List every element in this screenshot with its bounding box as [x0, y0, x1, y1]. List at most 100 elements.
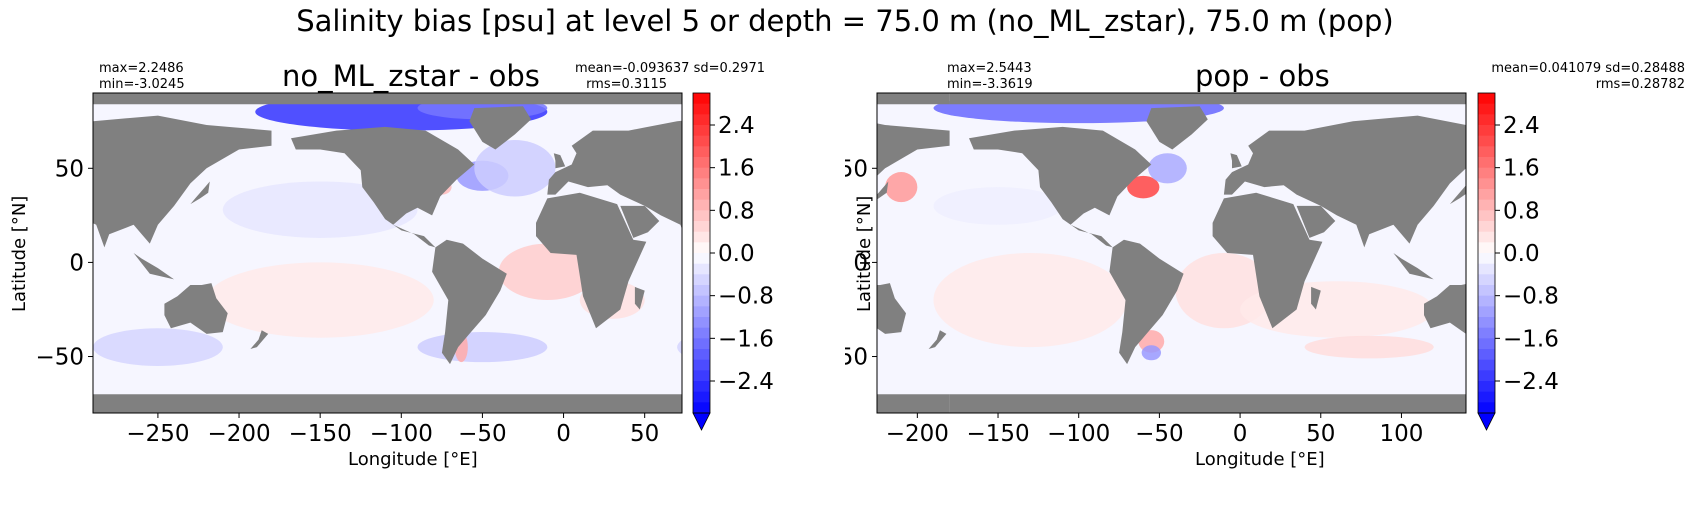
land-madagascar — [1311, 286, 1321, 310]
colorbar: 2.4 1.6 0.8 0.0 −0.8 −1.6 −2.4 — [1477, 92, 1559, 431]
colorbar: 2.4 1.6 0.8 0.0 −0.8 −1.6 −2.4 — [692, 92, 774, 431]
land-antarctica — [949, 394, 1466, 413]
land-madagascar — [634, 286, 645, 310]
land-eurasia — [1223, 115, 1466, 248]
colorbar-tick-label: 1.6 — [718, 156, 755, 182]
colorbar-band — [693, 370, 710, 382]
colorbar-extend-arrow — [1477, 412, 1496, 431]
colorbar-band — [1478, 263, 1495, 275]
colorbar-tick-label: −2.4 — [718, 369, 774, 395]
colorbar-extend-arrow — [692, 412, 711, 431]
panel-title: no_ML_zstar - obs — [282, 59, 540, 93]
x-tick-label: 100 — [1379, 421, 1423, 447]
y-tick-label: 50 — [845, 156, 868, 182]
colorbar-tick-label: −1.6 — [718, 326, 774, 352]
colorbar-band — [1478, 359, 1495, 371]
bias-patch — [1304, 335, 1434, 359]
colorbar-band — [1478, 231, 1495, 243]
colorbar-band — [1478, 103, 1495, 115]
land-japan — [190, 181, 210, 205]
colorbar-band — [693, 274, 710, 286]
land-arctic — [877, 93, 950, 105]
colorbar-band — [1478, 146, 1495, 158]
colorbar-band — [1478, 381, 1495, 393]
colorbar-band — [693, 199, 710, 211]
y-tick-label: −50 — [35, 345, 84, 371]
land-antarctica — [271, 394, 682, 413]
colorbar-band — [693, 263, 710, 275]
land-arabia — [620, 205, 660, 238]
bias-patch — [933, 253, 1128, 348]
colorbar-band — [1478, 274, 1495, 286]
colorbar-band — [1478, 349, 1495, 361]
x-tick-label: −150 — [289, 421, 352, 447]
land-antarctica — [1531, 394, 1690, 432]
x-axis-label: Longitude [°E] — [1195, 449, 1325, 470]
plot-frame — [92, 92, 683, 414]
colorbar-band — [693, 125, 710, 137]
stat-max: max=2.5443 — [947, 61, 1032, 76]
land-arctic — [93, 93, 272, 105]
colorbar-band — [693, 381, 710, 393]
bias-patch — [933, 187, 1063, 225]
land-arctic — [949, 93, 1466, 105]
stat-min: min=-3.0245 — [99, 77, 185, 92]
land-samerica — [432, 239, 507, 365]
land-uk — [553, 153, 566, 169]
land-antarctica — [93, 394, 272, 413]
land-japan — [1449, 185, 1466, 205]
stat-rms: rms=0.3115 — [586, 77, 667, 92]
y-tick-label: 50 — [55, 156, 84, 182]
colorbar-band — [693, 210, 710, 222]
colorbar-band — [1478, 157, 1495, 169]
bias-patch — [885, 172, 918, 203]
colorbar-tick-label: −1.6 — [1503, 326, 1559, 352]
stat-mean-sd: mean=0.041079 sd=0.28488 — [1491, 61, 1685, 76]
panel-no-ml-zstar: −250 −200 −150 −100 −50 0 50 50 0 −50 2.4 1.6 0.8 0.… — [9, 59, 774, 470]
bias-patch — [1514, 93, 1690, 123]
bias-patch — [417, 332, 548, 363]
colorbar-band — [1478, 221, 1495, 233]
colorbar-band — [693, 338, 710, 350]
stat-min: min=-3.3619 — [947, 77, 1033, 92]
colorbar-band — [693, 242, 710, 254]
y-axis-label: Latitude [°N] — [854, 195, 875, 312]
colorbar-tick-label: 2.4 — [1503, 113, 1540, 139]
colorbar-tick-label: 0.0 — [1503, 241, 1540, 267]
colorbar-band — [693, 189, 710, 201]
x-tick-label: −200 — [886, 421, 949, 447]
bias-patch — [206, 262, 434, 338]
colorbar-band — [693, 167, 710, 179]
x-tick-label: −100 — [1047, 421, 1110, 447]
bias-patch — [1127, 175, 1160, 199]
colorbar-band — [693, 231, 710, 243]
bias-patch — [498, 243, 597, 301]
land-newzealand — [250, 330, 269, 349]
colorbar-band — [693, 114, 710, 126]
land-antarctica — [877, 394, 950, 413]
land-samerica — [1109, 239, 1184, 365]
panel-title: pop - obs — [1195, 59, 1330, 93]
land-japan — [877, 181, 889, 200]
colorbar-band — [1478, 338, 1495, 350]
colorbar-band — [1478, 114, 1495, 126]
land-madagascar — [51, 287, 61, 310]
map-area: −200 −150 −100 −50 0 50 100 50 0 −50 — [845, 92, 1690, 447]
y-axis-label: Latitude [°N] — [9, 195, 30, 312]
colorbar-band — [693, 135, 710, 147]
map-area: −250 −200 −150 −100 −50 0 50 50 0 −50 — [35, 92, 683, 447]
x-tick-label: −200 — [207, 421, 270, 447]
x-tick-label: −100 — [370, 421, 433, 447]
land-greenland — [1146, 106, 1208, 150]
colorbar-band — [693, 221, 710, 233]
land-eurasia — [877, 123, 950, 176]
colorbar-tick-label: 0.8 — [1503, 198, 1540, 224]
colorbar-tick-label: −0.8 — [718, 284, 774, 310]
x-tick-label: −50 — [458, 421, 507, 447]
colorbar-band — [693, 253, 710, 265]
land-namerica — [1550, 127, 1690, 247]
colorbar-band — [693, 359, 710, 371]
colorbar-band — [1478, 370, 1495, 382]
colorbar-band — [1478, 199, 1495, 211]
land-arabia — [36, 206, 75, 238]
